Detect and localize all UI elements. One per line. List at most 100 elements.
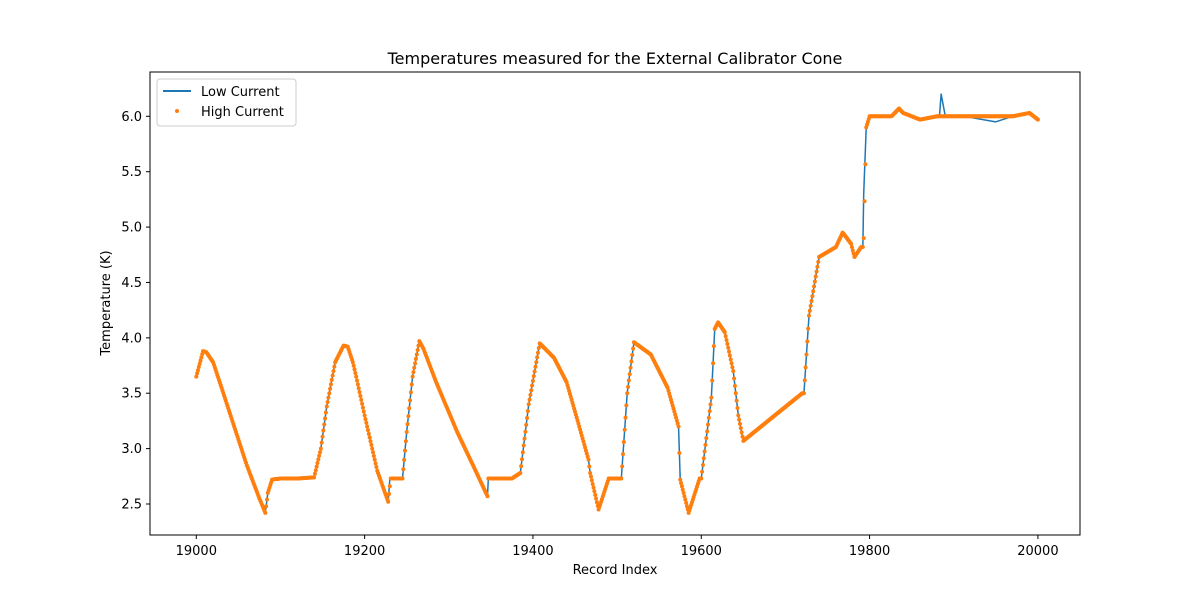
high-current-point — [199, 355, 204, 360]
high-current-point — [624, 403, 629, 408]
high-current-point — [332, 364, 337, 369]
high-current-point — [317, 453, 322, 458]
high-current-point — [364, 420, 369, 425]
high-current-point — [594, 496, 599, 501]
high-current-point — [355, 378, 360, 383]
high-current-point — [536, 346, 541, 351]
high-current-point — [676, 424, 681, 429]
high-current-point — [589, 474, 594, 479]
high-current-point — [359, 397, 364, 402]
high-current-point — [584, 451, 589, 456]
high-current-point — [319, 440, 324, 445]
legend-high-current-swatch — [175, 109, 179, 113]
high-current-point — [365, 424, 370, 429]
high-current-point — [812, 284, 817, 289]
y-tick-label: 6.0 — [121, 110, 142, 125]
high-current-point — [627, 372, 632, 377]
high-current-point — [594, 500, 599, 505]
high-current-point — [353, 371, 358, 376]
y-tick-label: 3.0 — [121, 442, 142, 457]
high-current-point — [591, 485, 596, 490]
high-current-point — [485, 494, 490, 499]
high-current-point — [322, 422, 327, 427]
high-current-point — [529, 388, 534, 393]
high-current-point — [626, 378, 631, 383]
high-current-point — [850, 248, 855, 253]
high-current-point — [735, 405, 740, 410]
high-current-point — [329, 377, 334, 382]
high-current-point — [703, 442, 708, 447]
high-current-point — [324, 404, 329, 409]
high-current-point — [740, 434, 745, 439]
high-current-point — [849, 245, 854, 250]
high-current-point — [729, 361, 734, 366]
high-current-point — [522, 436, 527, 441]
high-current-point — [630, 353, 635, 358]
high-current-point — [328, 386, 333, 391]
high-current-point — [402, 457, 407, 462]
y-tick-label: 5.5 — [121, 165, 142, 180]
high-current-point — [200, 352, 205, 357]
high-current-point — [586, 457, 591, 462]
y-tick-label: 3.5 — [121, 387, 142, 402]
x-tick-label: 19400 — [512, 544, 553, 559]
x-tick-label: 19200 — [344, 544, 385, 559]
high-current-point — [264, 504, 269, 509]
x-axis-label: Record Index — [573, 563, 658, 578]
high-current-point — [585, 454, 590, 459]
high-current-point — [680, 487, 685, 492]
high-current-point — [196, 365, 201, 370]
high-current-point — [195, 368, 200, 373]
high-current-point — [350, 360, 355, 365]
x-axis: 19000 19200 19400 19600 19800 20000 — [176, 535, 1059, 559]
high-current-point — [620, 464, 625, 469]
high-current-point — [581, 439, 586, 444]
high-current-point — [408, 398, 413, 403]
high-current-point — [532, 369, 537, 374]
high-current-point — [365, 428, 370, 433]
high-current-point — [807, 313, 811, 318]
high-current-point — [621, 439, 626, 444]
high-current-point — [708, 402, 713, 407]
high-current-point — [700, 469, 705, 474]
high-current-point — [705, 429, 710, 434]
high-current-point — [684, 504, 689, 509]
high-current-point — [589, 478, 594, 483]
chart-title: Temperatures measured for the External C… — [387, 49, 843, 68]
high-current-point — [677, 451, 682, 456]
high-current-point — [318, 450, 323, 455]
high-current-point — [372, 457, 377, 462]
high-current-point — [706, 422, 710, 427]
high-current-point — [731, 369, 736, 374]
high-current-point — [321, 428, 326, 433]
high-current-point — [356, 386, 361, 391]
high-current-point — [328, 382, 333, 387]
high-current-point — [314, 464, 319, 469]
high-current-point — [813, 274, 818, 279]
high-current-point — [263, 510, 268, 515]
high-current-point — [312, 471, 317, 476]
high-current-point — [860, 245, 865, 250]
high-current-point — [806, 326, 811, 331]
high-current-point — [725, 341, 730, 346]
high-current-point — [815, 264, 820, 269]
high-current-point — [369, 442, 374, 447]
high-current-point — [682, 494, 687, 499]
high-current-point — [403, 439, 408, 444]
high-current-point — [409, 382, 414, 387]
high-current-point — [577, 424, 582, 429]
high-current-point — [526, 402, 531, 407]
high-current-point — [387, 484, 392, 489]
high-current-point — [861, 236, 866, 241]
y-axis: 2.5 3.0 3.5 4.0 4.5 5.0 5.5 6.0 — [121, 110, 150, 512]
high-current-point — [579, 433, 584, 438]
high-current-point — [805, 339, 810, 344]
high-current-point — [351, 363, 356, 368]
high-current-point — [709, 395, 714, 400]
high-current-point — [366, 431, 371, 436]
high-current-point — [406, 414, 411, 419]
high-current-point — [195, 371, 200, 376]
high-current-point — [809, 299, 814, 304]
high-current-point — [386, 499, 391, 504]
